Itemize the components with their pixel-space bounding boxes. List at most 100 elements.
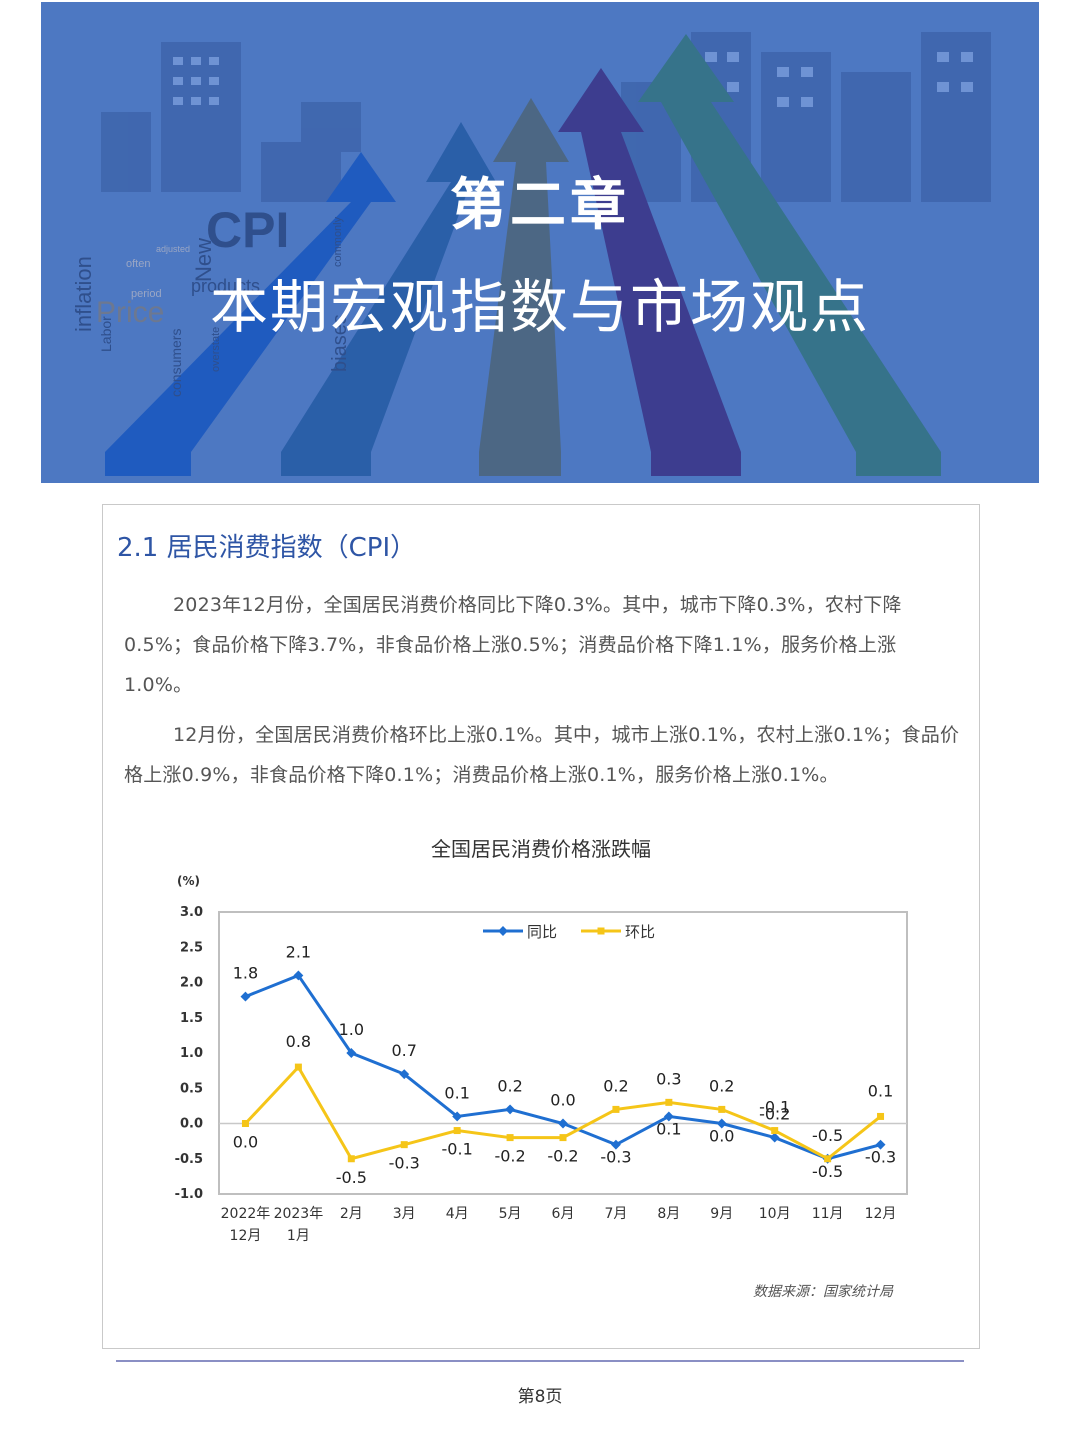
- data-label: -0.5: [812, 1162, 843, 1181]
- y-tick-label: 1.0: [180, 1046, 203, 1061]
- data-point: [347, 1155, 355, 1163]
- chapter-title: 本期宏观指数与市场观点: [209, 273, 870, 341]
- x-tick-label: 2023年: [274, 1206, 324, 1222]
- x-tick-label: 8月: [657, 1206, 680, 1222]
- data-label: -0.3: [600, 1148, 631, 1167]
- banner-word: Labor: [98, 316, 114, 352]
- legend-label: 环比: [625, 923, 655, 941]
- x-tick-label: 2022年: [221, 1206, 271, 1222]
- chapter-number: 第二章: [450, 173, 630, 238]
- data-label: -0.5: [812, 1126, 843, 1145]
- data-label: 0.3: [656, 1069, 681, 1088]
- x-tick-label: 2月: [340, 1206, 363, 1222]
- x-tick-label: 10月: [759, 1206, 791, 1222]
- x-tick-label: 11月: [812, 1206, 844, 1222]
- cpi-section-box: 2.1 居民消费指数（CPI） 2023年12月份，全国居民消费价格同比下降0.…: [102, 504, 980, 1349]
- x-tick-label: 12月: [865, 1206, 897, 1222]
- data-label: 0.0: [550, 1091, 575, 1110]
- y-tick-label: -0.5: [175, 1152, 203, 1167]
- x-tick-label: 4月: [446, 1206, 469, 1222]
- data-point: [453, 1127, 461, 1135]
- data-point: [559, 1134, 567, 1142]
- legend-marker: [498, 926, 508, 936]
- data-label: -0.2: [547, 1147, 578, 1166]
- banner-word: Price: [96, 296, 164, 329]
- footer-divider: [116, 1360, 964, 1362]
- data-point: [506, 1134, 514, 1142]
- data-label: -0.1: [442, 1140, 473, 1159]
- data-label: -0.1: [759, 1098, 790, 1117]
- banner-illustration: CPI inflation Price period often consume…: [71, 32, 991, 476]
- data-label: 0.2: [709, 1076, 734, 1095]
- x-tick-label: 1月: [287, 1228, 310, 1244]
- y-tick-label: 0.5: [180, 1081, 203, 1096]
- y-unit-label: (%): [177, 874, 200, 888]
- data-label: 2.1: [286, 942, 311, 961]
- data-point: [241, 1120, 249, 1127]
- plot-area: [218, 911, 908, 1195]
- banner-word: inflation: [71, 256, 96, 332]
- x-tick-label: 12月: [230, 1228, 262, 1244]
- data-point: [716, 1118, 727, 1129]
- chapter-banner: CPI inflation Price period often consume…: [41, 2, 1039, 483]
- banner-word: often: [126, 258, 150, 270]
- y-tick-label: 2.5: [180, 940, 203, 955]
- y-tick-label: -1.0: [175, 1187, 203, 1202]
- data-point: [294, 1063, 302, 1071]
- data-point: [771, 1127, 779, 1135]
- y-tick-label: 3.0: [180, 905, 203, 920]
- cpi-line-chart: (%) 3.0 2.5 2.0 1.5 1.0 0.5 0.0 -0.5 -1.0 2022年 1…: [175, 874, 908, 1244]
- data-point: [612, 1105, 620, 1113]
- banner-word: period: [131, 288, 162, 300]
- banner-word: New: [191, 238, 216, 282]
- data-source: 数据来源：国家统计局: [753, 1284, 893, 1300]
- data-point: [400, 1141, 408, 1149]
- data-label: 1.8: [233, 964, 258, 983]
- data-label: 0.1: [656, 1119, 681, 1138]
- data-point: [610, 1139, 621, 1150]
- y-tick-label: 0.0: [180, 1117, 203, 1132]
- banner-word: consumers: [168, 329, 184, 397]
- data-label: -0.5: [336, 1168, 367, 1187]
- x-tick-label: 9月: [710, 1206, 733, 1222]
- data-label: 0.8: [286, 1032, 311, 1051]
- data-label: -0.3: [865, 1148, 896, 1167]
- x-tick-label: 7月: [604, 1206, 627, 1222]
- data-point: [824, 1155, 832, 1163]
- banner-word: biases: [329, 314, 351, 372]
- legend-label: 同比: [527, 923, 557, 941]
- data-label: 0.2: [603, 1076, 628, 1095]
- chart-title: 全国居民消费价格涨跌幅: [431, 837, 651, 861]
- x-tick-label: 5月: [499, 1206, 522, 1222]
- data-label: -0.3: [389, 1154, 420, 1173]
- data-label: 0.0: [233, 1133, 258, 1152]
- paragraph-mom: 12月份，全国居民消费价格环比上涨0.1%。其中，城市上涨0.1%，农村上涨0.…: [124, 724, 960, 786]
- x-tick-label: 6月: [552, 1206, 575, 1222]
- data-label: -0.2: [759, 1105, 790, 1124]
- banner-word: adjusted: [156, 244, 190, 254]
- data-point: [346, 1048, 357, 1058]
- data-point: [875, 1139, 886, 1150]
- section-heading: 2.1 居民消费指数（CPI）: [117, 533, 417, 563]
- data-label: 0.7: [392, 1041, 417, 1060]
- y-tick-label: 2.0: [180, 976, 203, 991]
- banner-word: overstate: [210, 327, 222, 372]
- x-tick-label: 3月: [393, 1206, 416, 1222]
- data-point: [877, 1112, 885, 1120]
- banner-word-cpi: CPI: [206, 202, 289, 258]
- banner-word: commonly: [332, 216, 344, 267]
- data-label: 1.0: [339, 1020, 364, 1039]
- data-label: 0.2: [497, 1076, 522, 1095]
- y-tick-label: 1.5: [180, 1011, 203, 1026]
- data-label: 0.0: [709, 1127, 734, 1146]
- data-point: [769, 1132, 780, 1143]
- banner-word: products: [191, 276, 260, 296]
- data-point: [665, 1098, 673, 1106]
- data-point: [558, 1118, 568, 1129]
- data-point: [718, 1105, 726, 1113]
- page-number: 第8页: [517, 1387, 563, 1407]
- paragraph-yoy: 2023年12月份，全国居民消费价格同比下降0.3%。其中，城市下降0.3%，农…: [124, 594, 902, 696]
- data-label: 0.1: [444, 1083, 469, 1102]
- data-label: 0.1: [868, 1081, 893, 1100]
- legend-marker: [597, 927, 605, 935]
